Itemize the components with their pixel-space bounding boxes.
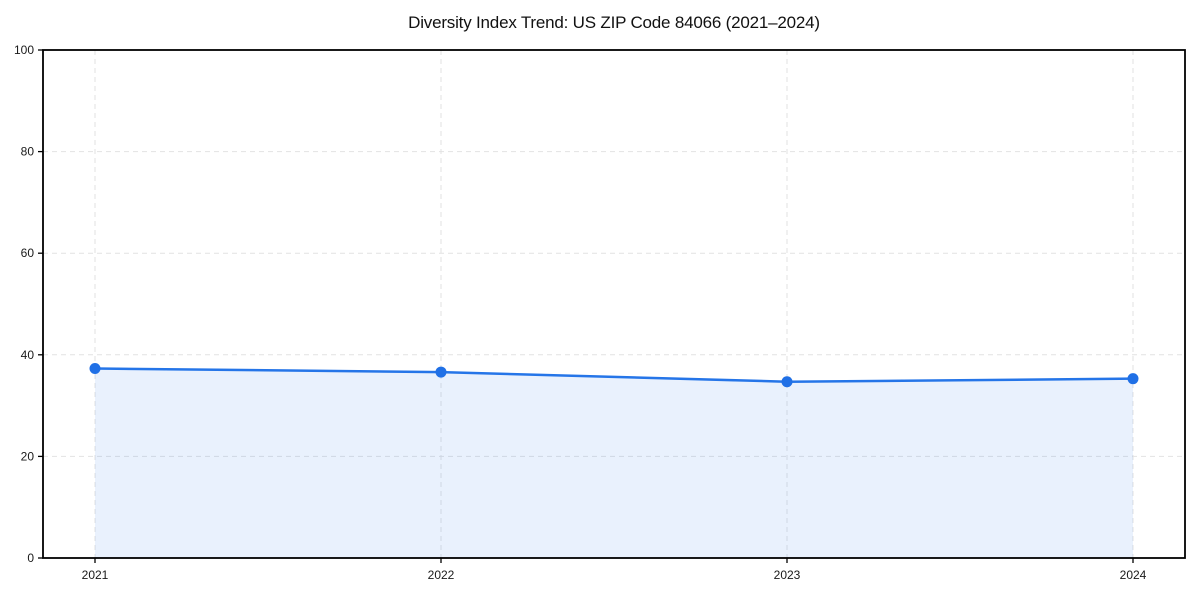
trend-line <box>93 367 1135 383</box>
y-tick-label-0: 0 <box>27 551 34 565</box>
x-tick-label-2024: 2024 <box>1120 568 1147 582</box>
area-fill <box>95 368 1133 558</box>
y-tick-label-60: 60 <box>21 246 35 260</box>
axis-spines <box>42 49 1186 559</box>
x-tick-label-2021: 2021 <box>82 568 109 582</box>
y-tick-label-100: 100 <box>14 43 34 57</box>
data-point-2021 <box>89 363 101 375</box>
y-tick-label-40: 40 <box>21 348 35 362</box>
y-tick-label-20: 20 <box>21 449 35 463</box>
data-point-2022 <box>435 366 447 378</box>
data-point-2024 <box>1127 373 1139 385</box>
chart-title: Diversity Index Trend: US ZIP Code 84066… <box>408 13 820 32</box>
x-tick-label-2023: 2023 <box>774 568 801 582</box>
x-tick-label-2022: 2022 <box>428 568 455 582</box>
plot-background <box>43 50 1185 558</box>
data-point-2023 <box>781 376 793 388</box>
y-tick-label-80: 80 <box>21 145 35 159</box>
